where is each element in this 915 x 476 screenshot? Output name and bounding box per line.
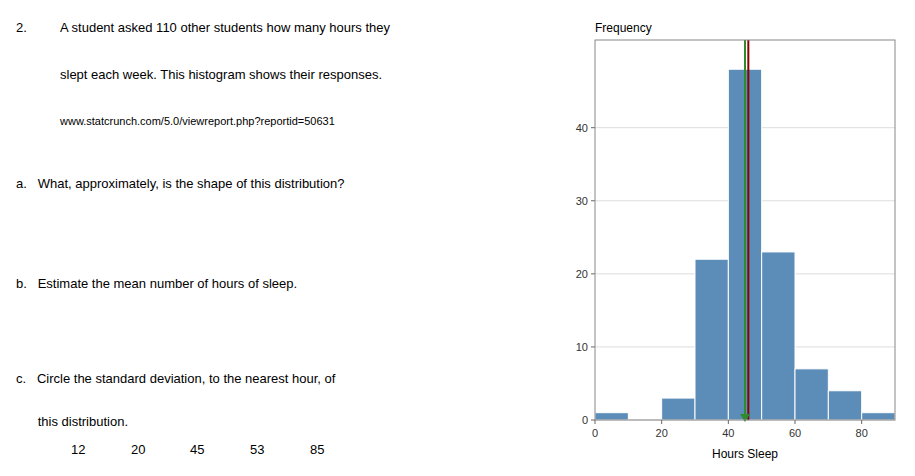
histogram-bar (662, 398, 695, 420)
y-tick-label: 40 (576, 122, 588, 134)
answer-choice: 45 (190, 442, 204, 457)
x-tick (795, 420, 796, 424)
x-tick (661, 420, 662, 424)
x-tick (595, 420, 596, 424)
answer-choice: 12 (71, 442, 85, 457)
y-tick (591, 200, 595, 201)
x-axis-label: Hours Sleep (712, 447, 778, 461)
x-tick-label: 60 (789, 427, 801, 439)
x-tick (728, 420, 729, 424)
y-tick (591, 346, 595, 347)
y-tick-label: 20 (576, 268, 588, 280)
y-tick-label: 0 (582, 414, 588, 426)
question-text: 2. (16, 20, 27, 35)
y-tick-label: 10 (576, 341, 588, 353)
histogram-bar (862, 413, 895, 420)
histogram-bar (595, 413, 628, 420)
question-text: a. What, approximately, is the shape of … (16, 176, 345, 191)
plot-frame (595, 40, 895, 420)
x-tick-label: 80 (856, 427, 868, 439)
y-tick-label: 30 (576, 195, 588, 207)
histogram-bar (695, 259, 728, 420)
y-tick (591, 420, 595, 421)
question-text: c. Circle the standard deviation, to the… (16, 371, 336, 386)
x-tick (861, 420, 862, 424)
chart-title: Frequency (595, 21, 652, 35)
question-text: www.statcrunch.com/5.0/viewreport.php?re… (59, 115, 335, 127)
histogram-bar (795, 369, 828, 420)
question-text: slept each week. This histogram shows th… (60, 67, 382, 82)
reference-line (747, 40, 749, 420)
answer-choice: 53 (250, 442, 264, 457)
answer-choice: 85 (310, 442, 324, 457)
answer-choice: 20 (131, 442, 145, 457)
line-marker (740, 414, 750, 422)
histogram-bar (762, 252, 795, 420)
x-tick-label: 40 (722, 427, 734, 439)
x-tick-label: 0 (592, 427, 598, 439)
y-tick (591, 127, 595, 128)
y-tick (591, 273, 595, 274)
reference-line (744, 40, 746, 420)
question-text: A student asked 110 other students how m… (60, 20, 391, 35)
x-tick-label: 20 (656, 427, 668, 439)
histogram-bar (828, 391, 861, 420)
question-text: b. Estimate the mean number of hours of … (16, 276, 297, 291)
question-text: this distribution. (16, 414, 128, 429)
